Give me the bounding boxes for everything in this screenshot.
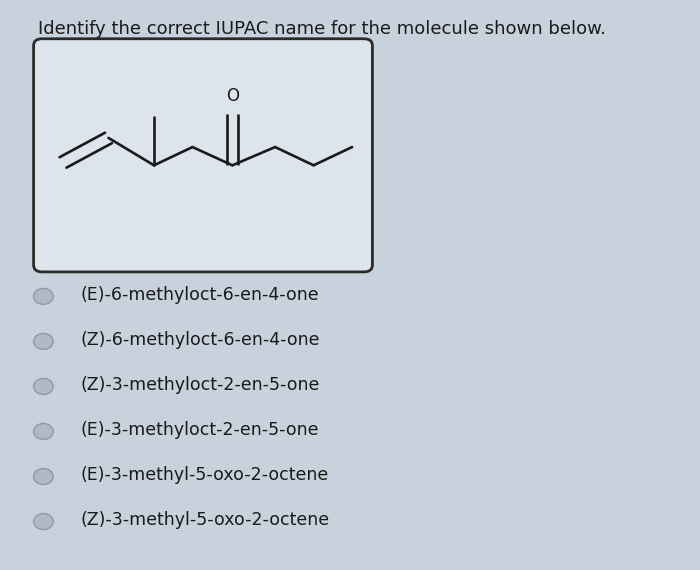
Text: (Z)-6-methyloct-6-en-4-one: (Z)-6-methyloct-6-en-4-one (80, 331, 320, 349)
Text: (Z)-3-methyl-5-oxo-2-octene: (Z)-3-methyl-5-oxo-2-octene (80, 511, 330, 529)
Text: (E)-3-methyl-5-oxo-2-octene: (E)-3-methyl-5-oxo-2-octene (80, 466, 329, 484)
Text: O: O (226, 87, 239, 105)
Text: (Z)-3-methyloct-2-en-5-one: (Z)-3-methyloct-2-en-5-one (80, 376, 320, 394)
Circle shape (34, 288, 53, 304)
Text: (E)-6-methyloct-6-en-4-one: (E)-6-methyloct-6-en-4-one (80, 286, 319, 304)
Circle shape (34, 378, 53, 394)
Circle shape (34, 469, 53, 484)
Circle shape (34, 424, 53, 439)
Text: Identify the correct IUPAC name for the molecule shown below.: Identify the correct IUPAC name for the … (38, 20, 606, 38)
Circle shape (34, 514, 53, 530)
FancyBboxPatch shape (34, 39, 372, 272)
Circle shape (34, 333, 53, 349)
Text: (E)-3-methyloct-2-en-5-one: (E)-3-methyloct-2-en-5-one (80, 421, 319, 439)
